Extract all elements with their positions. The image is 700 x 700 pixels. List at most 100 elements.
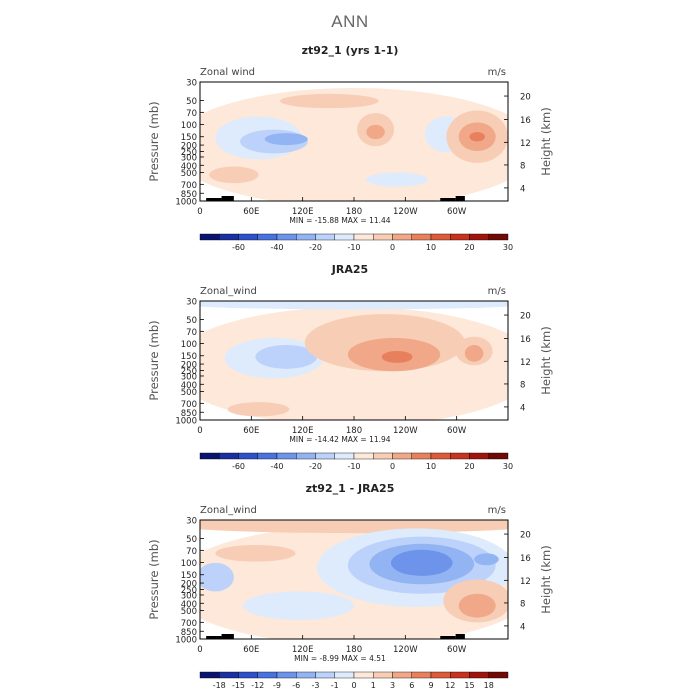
y-tick-label: 400 bbox=[181, 600, 197, 610]
y-tick-label: 700 bbox=[181, 400, 197, 410]
y-tick-label: 30 bbox=[186, 517, 197, 527]
x-tick-label: 60E bbox=[243, 645, 259, 655]
colorbar-swatch bbox=[373, 671, 393, 679]
height-tick-label: 16 bbox=[520, 335, 531, 345]
y-tick-label: 500 bbox=[181, 169, 197, 179]
contour-region bbox=[390, 549, 453, 576]
x-tick-label: 120E bbox=[292, 645, 314, 655]
variable-label: Zonal_wind bbox=[200, 505, 257, 516]
colorbar-swatch bbox=[411, 671, 432, 679]
colorbar-label: 30 bbox=[503, 243, 513, 252]
colorbar-swatch bbox=[219, 671, 239, 679]
y-tick-label: 1000 bbox=[175, 198, 197, 208]
height-tick-label: 12 bbox=[520, 358, 531, 368]
colorbar-label: -40 bbox=[270, 243, 283, 252]
colorbar-swatch bbox=[392, 452, 412, 460]
colorbar-label: 3 bbox=[390, 681, 395, 690]
colorbar-label: 30 bbox=[503, 462, 513, 471]
x-tick-label: 0 bbox=[197, 207, 202, 217]
colorbar-swatch bbox=[276, 452, 297, 460]
colorbar-label: 0 bbox=[390, 462, 395, 471]
topography-mark bbox=[221, 196, 234, 201]
colorbar-label: -10 bbox=[347, 462, 360, 471]
colorbar-label: -60 bbox=[232, 243, 245, 252]
y-tick-label: 100 bbox=[181, 121, 197, 131]
colorbar-swatch bbox=[430, 671, 451, 679]
panel-title: zt92_1 - JRA25 bbox=[306, 482, 395, 495]
colorbar-label: -60 bbox=[232, 462, 245, 471]
y-axis-title: Pressure (mb) bbox=[147, 101, 161, 181]
colorbar-swatch bbox=[353, 671, 374, 679]
height-tick-label: 12 bbox=[520, 577, 531, 587]
colorbar-swatch bbox=[373, 452, 393, 460]
x-tick-label: 60W bbox=[447, 207, 467, 217]
y-tick-label: 50 bbox=[186, 316, 197, 326]
colorbar-label: -15 bbox=[232, 681, 245, 690]
colorbar-swatch bbox=[488, 452, 509, 460]
colorbar-swatch bbox=[469, 233, 489, 241]
topography-mark bbox=[206, 198, 222, 201]
contour-region bbox=[200, 301, 508, 310]
contour-region bbox=[366, 172, 428, 187]
colorbar-swatch bbox=[353, 452, 374, 460]
colorbar-swatch bbox=[276, 233, 297, 241]
units-label: m/s bbox=[488, 505, 506, 516]
colorbar-swatch bbox=[392, 671, 412, 679]
colorbar-swatch bbox=[219, 233, 239, 241]
colorbar-swatch bbox=[296, 452, 316, 460]
colorbar-label: -12 bbox=[251, 681, 264, 690]
y-tick-label: 70 bbox=[186, 328, 197, 338]
colorbar-swatch bbox=[276, 671, 297, 679]
y-tick-label: 850 bbox=[181, 409, 197, 419]
colorbar-swatch bbox=[199, 233, 220, 241]
y-tick-label: 200 bbox=[181, 142, 197, 152]
colorbar-label: 0 bbox=[390, 243, 395, 252]
y-tick-label: 700 bbox=[181, 619, 197, 629]
y-tick-label: 1000 bbox=[175, 636, 197, 646]
colorbar-swatch bbox=[219, 452, 239, 460]
colorbar-swatch bbox=[199, 671, 220, 679]
y-tick-label: 30 bbox=[186, 79, 197, 89]
height-tick-label: 4 bbox=[520, 403, 525, 413]
y-tick-label: 200 bbox=[181, 580, 197, 590]
colorbar-label: -20 bbox=[309, 243, 322, 252]
min-max-stats: MIN = -8.99 MAX = 4.51 bbox=[294, 654, 386, 663]
height-tick-label: 8 bbox=[520, 599, 525, 609]
colorbar-swatch bbox=[450, 671, 470, 679]
colorbar-swatch bbox=[238, 452, 258, 460]
y-tick-label: 150 bbox=[181, 571, 197, 581]
x-tick-label: 0 bbox=[197, 426, 202, 436]
y-tick-label: 50 bbox=[186, 535, 197, 545]
height-tick-label: 20 bbox=[520, 531, 531, 541]
contour-field bbox=[200, 301, 508, 420]
colorbar-swatch bbox=[238, 671, 258, 679]
y-tick-label: 300 bbox=[181, 372, 197, 382]
colorbar-swatch bbox=[430, 233, 451, 241]
colorbar-swatch bbox=[199, 452, 220, 460]
contour-region bbox=[264, 133, 308, 146]
colorbar-swatch bbox=[469, 452, 489, 460]
y-tick-label: 150 bbox=[181, 133, 197, 143]
y-tick-label: 500 bbox=[181, 388, 197, 398]
y-tick-label: 150 bbox=[181, 352, 197, 362]
contour-region bbox=[200, 562, 234, 592]
variable-label: Zonal_wind bbox=[200, 286, 257, 297]
colorbar-swatch bbox=[296, 671, 316, 679]
height-tick-label: 8 bbox=[520, 380, 525, 390]
colorbar-swatch bbox=[411, 233, 432, 241]
right-axis-title: Height (km) bbox=[539, 545, 553, 614]
colorbar-swatch bbox=[334, 671, 355, 679]
colorbar-swatch bbox=[238, 233, 258, 241]
y-tick-label: 250 bbox=[181, 586, 197, 596]
colorbar-swatch bbox=[488, 671, 509, 679]
height-tick-label: 4 bbox=[520, 622, 525, 632]
y-tick-label: 300 bbox=[181, 153, 197, 163]
y-tick-label: 50 bbox=[186, 97, 197, 107]
colorbar-swatch bbox=[450, 233, 470, 241]
contour-region bbox=[469, 131, 485, 142]
colorbar-label: 10 bbox=[426, 462, 436, 471]
colorbar-swatch bbox=[334, 452, 355, 460]
x-tick-label: 120W bbox=[393, 426, 418, 436]
